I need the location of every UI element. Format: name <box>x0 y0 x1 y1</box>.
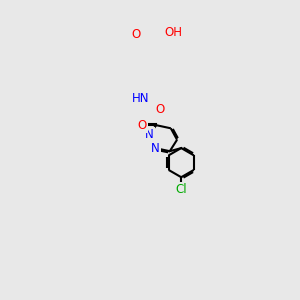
Text: OH: OH <box>164 26 182 39</box>
Text: Cl: Cl <box>176 183 187 196</box>
Text: N: N <box>145 128 153 141</box>
Text: HN: HN <box>132 92 149 105</box>
Text: O: O <box>132 28 141 41</box>
Text: N: N <box>151 142 160 154</box>
Text: O: O <box>137 119 147 132</box>
Text: O: O <box>156 103 165 116</box>
